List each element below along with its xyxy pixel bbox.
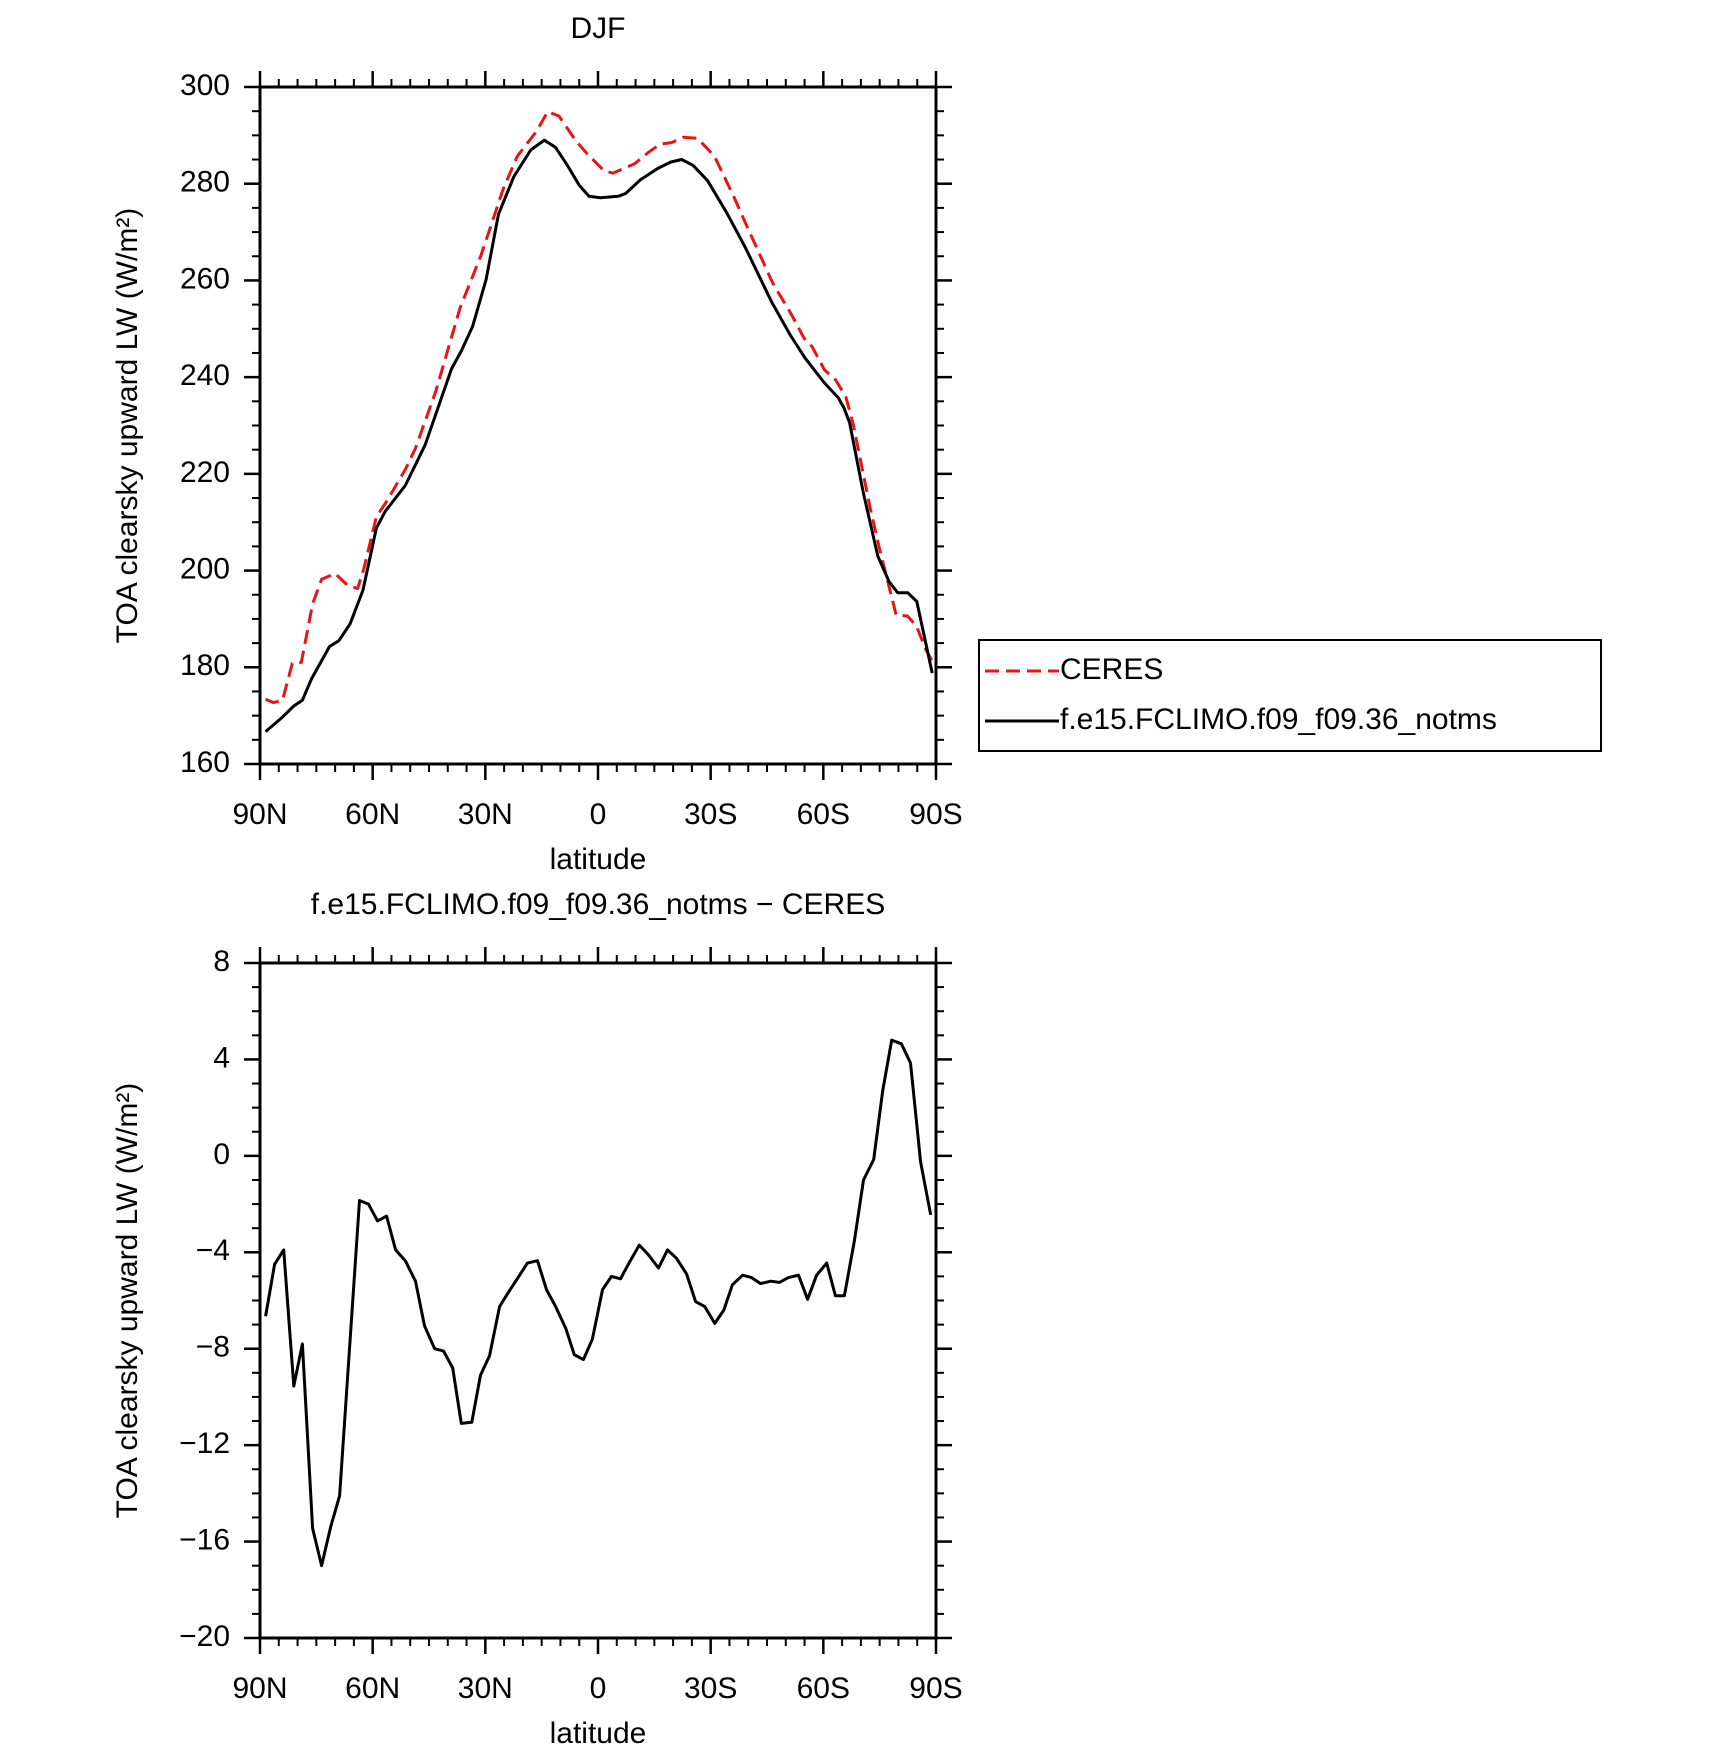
plot-frame <box>258 85 938 766</box>
y-tick-label: 240 <box>180 359 230 392</box>
chart-title: f.e15.FCLIMO.f09_f09.36_notms − CERES <box>311 888 885 921</box>
y-tick-label: 300 <box>180 69 230 102</box>
y-axis-label: TOA clearsky upward LW (W/m²) <box>111 208 144 644</box>
y-tick-label: 180 <box>180 649 230 682</box>
legend-label: CERES <box>1060 653 1163 686</box>
y-tick-label: 0 <box>213 1138 230 1171</box>
y-axis-label: TOA clearsky upward LW (W/m²) <box>111 1083 144 1519</box>
x-tick-label: 30N <box>458 1672 513 1705</box>
y-tick-label: 4 <box>213 1041 230 1074</box>
y-tick-label: −8 <box>196 1331 230 1364</box>
x-tick-label: 60S <box>797 1672 850 1705</box>
y-tick-label: 8 <box>213 945 230 978</box>
x-tick-label: 30N <box>458 798 513 831</box>
y-tick-label: 220 <box>180 456 230 489</box>
data-line <box>264 138 934 733</box>
x-tick-label: 30S <box>684 1672 737 1705</box>
chart-title: DJF <box>571 12 626 45</box>
x-tick-label: 90N <box>232 1672 287 1705</box>
x-tick-label: 60N <box>345 798 400 831</box>
x-tick-label: 30S <box>684 798 737 831</box>
data-line <box>265 110 936 705</box>
x-tick-label: 60N <box>345 1672 400 1705</box>
y-tick-label: 160 <box>180 746 230 779</box>
x-tick-label: 90S <box>909 798 962 831</box>
x-tick-label: 0 <box>590 1672 607 1705</box>
y-tick-label: −16 <box>179 1523 230 1556</box>
y-tick-label: −20 <box>179 1620 230 1653</box>
y-tick-label: 260 <box>180 262 230 295</box>
x-tick-label: 60S <box>797 798 850 831</box>
y-tick-label: −12 <box>179 1427 230 1460</box>
x-tick-label: 90S <box>909 1672 962 1705</box>
data-line <box>264 1038 933 1568</box>
x-tick-label: 0 <box>590 798 607 831</box>
plot-frame <box>258 961 938 1640</box>
legend-label: f.e15.FCLIMO.f09_f09.36_notms <box>1060 703 1497 736</box>
legend-box <box>978 639 1602 752</box>
x-axis-label: latitude <box>550 1717 647 1750</box>
y-tick-label: 280 <box>180 166 230 199</box>
x-tick-label: 90N <box>232 798 287 831</box>
x-axis-label: latitude <box>550 843 647 876</box>
y-tick-label: 200 <box>180 552 230 585</box>
y-tick-label: −4 <box>196 1234 230 1267</box>
